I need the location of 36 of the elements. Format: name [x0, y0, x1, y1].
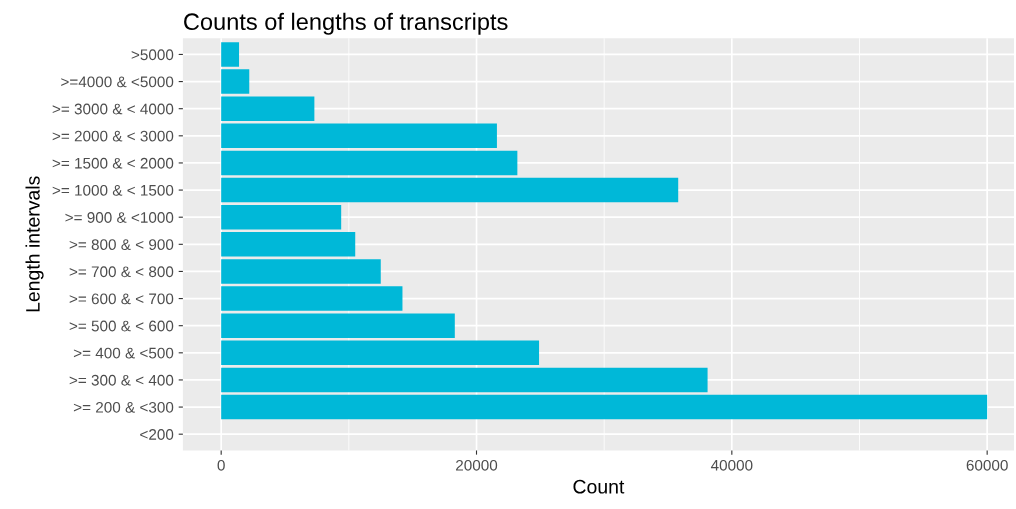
chart-title: Counts of lengths of transcripts [184, 12, 508, 35]
y-tick-label: >= 200 & <300 [73, 401, 174, 413]
bar [221, 367, 708, 393]
y-tick-label: >= 1500 & < 2000 [52, 157, 174, 169]
y-tick-label: >= 700 & < 800 [69, 266, 174, 278]
bar [221, 313, 455, 338]
y-tick-label: >= 3000 & < 4000 [52, 103, 174, 115]
y-axis-title: Length intervals [25, 176, 44, 312]
y-tick-label: >= 300 & < 400 [69, 374, 174, 386]
y-tick-label: >= 500 & < 600 [69, 320, 174, 332]
y-tick-label: >= 1000 & < 1500 [52, 184, 174, 196]
bar [221, 69, 250, 94]
bar [221, 96, 315, 121]
y-tick-label: >= 900 & <1000 [65, 212, 174, 223]
bar [221, 232, 356, 257]
y-tick-label: >=4000 & <5000 [61, 76, 174, 88]
bar [221, 177, 679, 203]
y-tick-label: >= 400 & <500 [73, 347, 174, 359]
x-tick-label: 60000 [966, 459, 1008, 471]
bar [221, 204, 342, 230]
bar [221, 42, 240, 67]
bar [221, 150, 518, 176]
x-tick-label: 20000 [456, 459, 498, 471]
bar [221, 259, 381, 284]
y-tick-label: <200 [140, 429, 174, 440]
bar [221, 123, 497, 149]
x-tick-label: 0 [217, 459, 225, 471]
bar [221, 340, 540, 366]
y-tick-label: >= 800 & < 900 [69, 239, 174, 251]
y-tick-label: >5000 [131, 49, 174, 61]
bar [221, 286, 403, 311]
bar [221, 394, 988, 420]
x-tick-label: 40000 [710, 459, 753, 471]
y-tick-label: >= 600 & < 700 [69, 293, 174, 305]
y-tick-label: >= 2000 & < 3000 [52, 130, 174, 142]
x-axis-title: Count [573, 479, 625, 494]
